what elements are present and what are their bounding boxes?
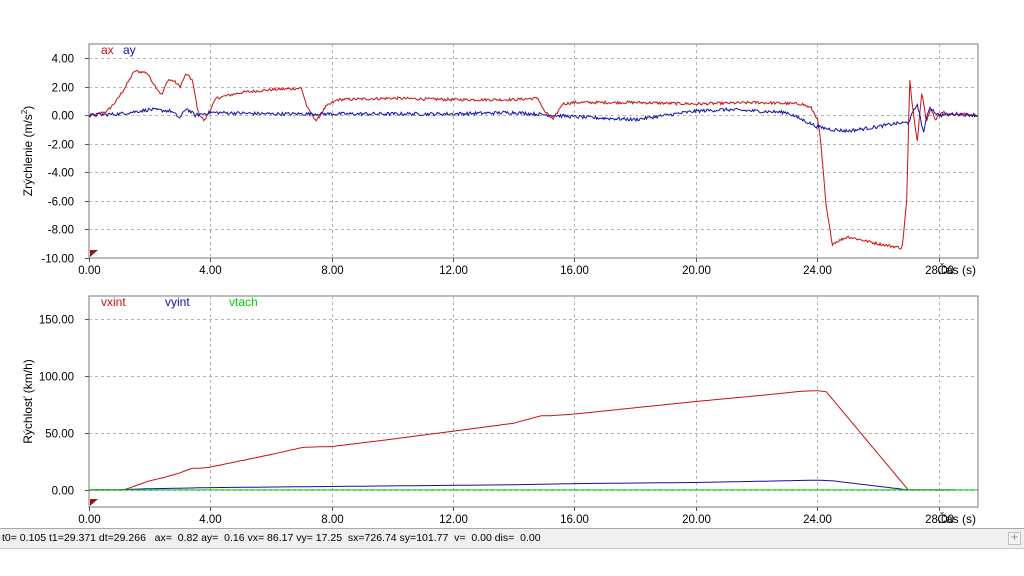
y-axis-label-tail: ) xyxy=(21,106,35,110)
cursor-marker-icon xyxy=(90,499,98,506)
y-tick-label: -2.00 xyxy=(48,140,74,152)
status-readout: t0= 0.105 t1=29.371 dt=29.266 ax= 0.82 a… xyxy=(2,532,541,544)
legend-ax: ax xyxy=(101,43,114,57)
y-tick-label: 50.00 xyxy=(45,429,74,441)
series-line-ax xyxy=(88,69,978,250)
y-tick-label: 100.00 xyxy=(39,372,74,384)
x-tick-label: 4.00 xyxy=(199,265,221,277)
plus-icon[interactable]: + xyxy=(1008,532,1021,545)
x-axis-label: Čas (s) xyxy=(937,262,976,277)
velocity-chart[interactable]: 0.00 4.00 8.00 12.00 16.00 20.00 24.00 28.00 150… xyxy=(21,295,979,526)
x-tick-label: 8.00 xyxy=(321,514,343,526)
y-axis-label-main: Rýchlosť (km/h) xyxy=(21,359,35,444)
x-tick-label: 16.00 xyxy=(560,514,589,526)
x-tick-label: 20.00 xyxy=(682,514,711,526)
series-line-vxint xyxy=(89,390,954,491)
y-axis-label-sup: 2 xyxy=(20,109,29,114)
y-axis-label-main: Zrýchlenie (m/s xyxy=(21,114,35,196)
legend-vxint: vxint xyxy=(101,295,126,309)
y-tick-label: 4.00 xyxy=(52,54,74,66)
legend-vtach: vtach xyxy=(229,295,258,309)
acceleration-chart[interactable]: 0.00 4.00 8.00 12.00 16.00 20.00 24.00 28.004.0… xyxy=(20,43,979,277)
x-tick-label: 16.00 xyxy=(560,265,589,277)
y-tick-label: -10.00 xyxy=(41,254,74,266)
y-axis-label: Zrýchlenie (m/s2) xyxy=(20,106,35,196)
y-tick-label: 150.00 xyxy=(39,315,74,327)
plot-frame xyxy=(88,43,979,259)
legend-ay: ay xyxy=(123,43,136,57)
y-tick-label: 0.00 xyxy=(52,486,74,498)
x-tick-label: 28.00 xyxy=(925,514,954,526)
x-tick-label: 24.00 xyxy=(803,265,832,277)
x-tick-label: 20.00 xyxy=(682,265,711,277)
legend-vyint: vyint xyxy=(165,295,190,309)
x-tick-label: 0.00 xyxy=(78,265,100,277)
y-tick-label: -4.00 xyxy=(48,168,74,180)
y-axis-label: Rýchlosť (km/h) xyxy=(21,359,35,444)
series-line-vyint xyxy=(89,479,954,491)
x-tick-label: 8.00 xyxy=(321,265,343,277)
status-bar: t0= 0.105 t1=29.371 dt=29.266 ax= 0.82 a… xyxy=(0,528,1024,549)
x-tick-label: 4.00 xyxy=(199,514,221,526)
y-tick-label: -6.00 xyxy=(48,197,74,209)
x-tick-label: 28.00 xyxy=(925,265,954,277)
x-tick-label: 12.00 xyxy=(439,265,468,277)
x-tick-label: 24.00 xyxy=(803,514,832,526)
series-line-ay xyxy=(88,103,978,134)
y-tick-label: -8.00 xyxy=(48,225,74,237)
x-tick-label: 12.00 xyxy=(439,514,468,526)
x-axis-label: Čas (s) xyxy=(937,511,976,526)
y-tick-label: 0.00 xyxy=(52,111,74,123)
y-tick-label: 2.00 xyxy=(52,83,74,95)
charts-canvas: 0.00 4.00 8.00 12.00 16.00 20.00 24.00 28.004.0… xyxy=(20,43,979,526)
cursor-marker-icon xyxy=(90,250,98,257)
x-tick-label: 0.00 xyxy=(78,514,100,526)
plot-frame xyxy=(88,295,979,508)
